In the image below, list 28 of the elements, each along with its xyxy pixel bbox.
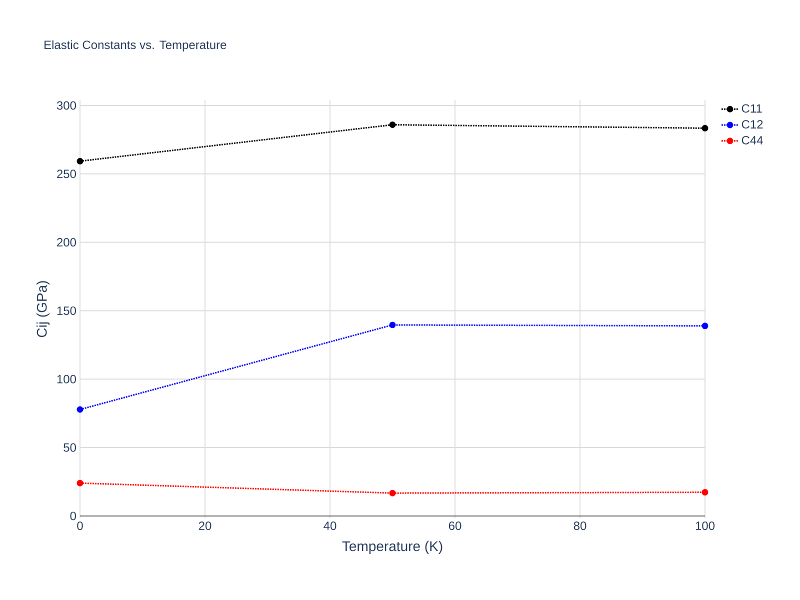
- x-axis-title: Temperature (K): [342, 540, 442, 554]
- point: [702, 322, 708, 330]
- y-tick-label: 100: [57, 374, 76, 384]
- x-tick-label: 60: [448, 522, 462, 530]
- y-tick-label: 250: [57, 170, 76, 178]
- point: [702, 489, 708, 496]
- x-tick-label: 80: [574, 522, 586, 530]
- x-tick-label: 0: [77, 522, 83, 530]
- chart-title: Elastic Constants vs. Temperature: [44, 40, 226, 52]
- x-tick-label: 20: [198, 522, 212, 530]
- point: [389, 322, 396, 328]
- y-tick-label: 0: [70, 512, 76, 520]
- legend-label: C12: [742, 120, 763, 129]
- y-tick-label: 300: [56, 101, 76, 110]
- legend-label: C44: [742, 136, 763, 144]
- point: [389, 490, 396, 496]
- x-tick-label: 40: [324, 522, 336, 530]
- point: [76, 158, 84, 164]
- point: [389, 122, 396, 128]
- y-axis-title: Cij (GPa): [36, 281, 50, 338]
- legend-label: C11: [742, 104, 762, 113]
- point: [702, 124, 708, 132]
- y-tick-label: 50: [64, 443, 76, 452]
- point: [76, 480, 84, 486]
- y-tick-label: 150: [57, 306, 76, 315]
- y-tick-label: 200: [57, 238, 76, 247]
- x-tick-label: 100: [696, 522, 715, 530]
- point: [76, 406, 84, 413]
